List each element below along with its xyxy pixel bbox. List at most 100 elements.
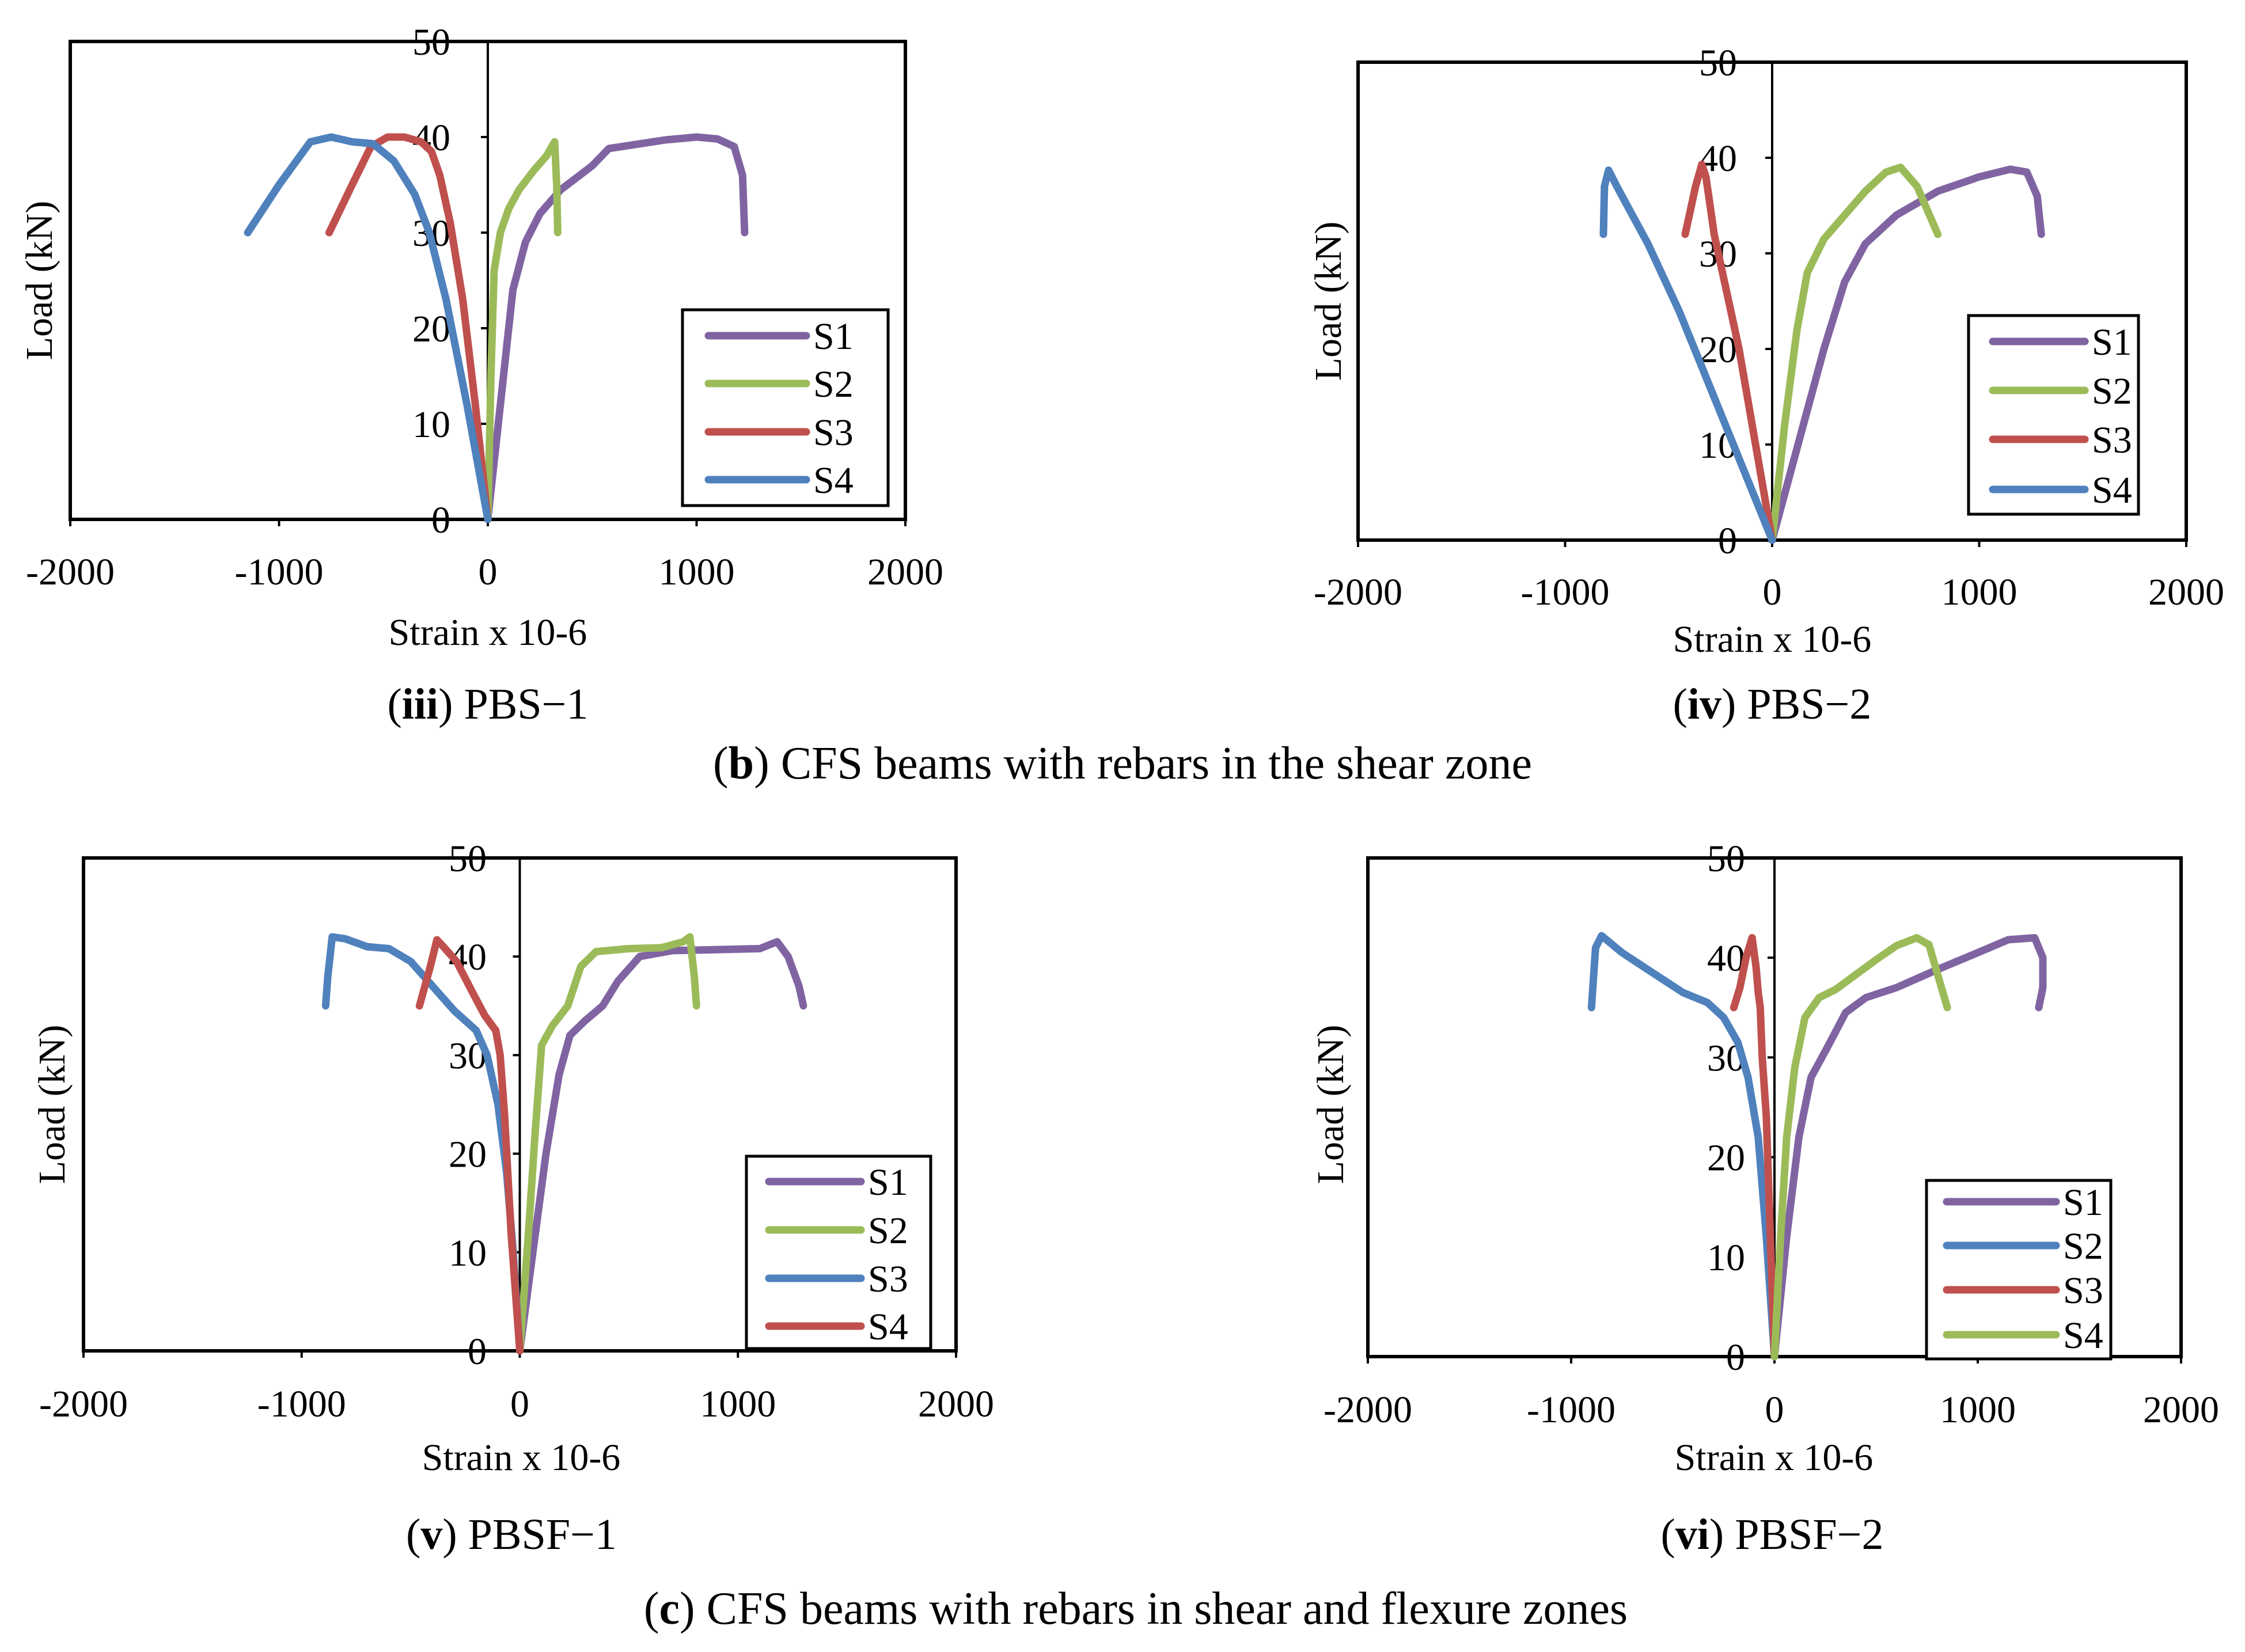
legend-label-s2: S2 <box>868 1210 908 1252</box>
series-line-s4 <box>1770 934 1951 1361</box>
legend-label-s2: S2 <box>813 363 854 405</box>
legend: S1 S2 S3 S4 <box>745 1154 932 1350</box>
panel-caption: (iii) PBS−1 <box>387 680 588 728</box>
group-caption-b-text: CFS beams with rebars in the shear zone <box>769 738 1532 789</box>
y-tick-label: 0 <box>1726 1336 1745 1378</box>
y-tick-label: 10 <box>1707 1237 1745 1279</box>
legend-box <box>681 308 890 507</box>
legend: S1 S2 S3 S4 <box>1925 1179 2113 1361</box>
x-tick-label: 1000 <box>1941 571 2018 613</box>
legend-label-s3: S3 <box>868 1258 908 1300</box>
series-line-s4 <box>244 133 492 523</box>
x-tick-label: 2000 <box>2143 1389 2219 1431</box>
group-caption-b: (b) CFS beams with rebars in the shear z… <box>713 738 1532 789</box>
y-tick-label: 20 <box>1699 329 1737 371</box>
y-tick-label: 20 <box>1707 1137 1745 1179</box>
group-caption-c: (c) CFS beams with rebars in shear and f… <box>644 1583 1628 1634</box>
caption-num: iii <box>402 680 438 728</box>
caption-num: vi <box>1675 1510 1709 1559</box>
x-axis-label: Strain x 10-6 <box>1675 1437 1874 1479</box>
x-tick-label: -1000 <box>1521 571 1610 613</box>
legend-box <box>745 1154 932 1350</box>
x-tick-label: -2000 <box>39 1383 128 1425</box>
series-line-s4 <box>415 936 524 1355</box>
series-line-s1 <box>484 133 749 523</box>
y-tick-label: 0 <box>468 1331 487 1373</box>
series-line-s3 <box>1681 161 1776 544</box>
caption-num: v <box>420 1510 442 1559</box>
y-tick-label: 10 <box>412 404 450 446</box>
x-axis-label: Strain x 10-6 <box>1673 618 1872 660</box>
legend: S1 S2 S3 S4 <box>681 308 890 507</box>
x-tick-label: 1000 <box>1940 1389 2016 1431</box>
y-axis-label: Load (kN) <box>18 201 60 360</box>
series-line-s2 <box>484 138 562 523</box>
series-line-s3 <box>325 133 492 523</box>
y-tick-label: 50 <box>412 21 450 63</box>
x-tick-label: 0 <box>1765 1389 1784 1431</box>
series-line-s2 <box>1768 164 1942 544</box>
legend-box <box>1967 314 2140 516</box>
legend-label-s1: S1 <box>813 316 854 358</box>
legend-label-s3: S3 <box>2063 1270 2103 1312</box>
y-tick-label: 10 <box>449 1232 487 1274</box>
y-tick-label: 40 <box>1707 937 1745 979</box>
y-tick-label: 0 <box>431 499 450 541</box>
y-axis-label: Load (kN) <box>1307 222 1349 381</box>
legend-label-s3: S3 <box>2092 419 2132 461</box>
series-line-s2 <box>1587 932 1778 1361</box>
caption-name: PBSF−1 <box>457 1510 617 1559</box>
group-caption-c-text: CFS beams with rebars in shear and flexu… <box>695 1583 1628 1634</box>
panel-caption: (v) PBSF−1 <box>406 1510 617 1559</box>
series-line-s1 <box>516 938 807 1355</box>
legend-label-s1: S1 <box>868 1161 908 1203</box>
legend-box <box>1925 1179 2113 1361</box>
group-caption-b-letter: b <box>729 738 754 789</box>
y-tick-label: 50 <box>449 838 487 880</box>
legend-label-s1: S1 <box>2063 1182 2103 1224</box>
y-tick-label: 20 <box>412 308 450 350</box>
x-tick-label: 0 <box>510 1383 529 1425</box>
y-tick-label: 50 <box>1707 838 1745 880</box>
caption-name: PBS−1 <box>453 680 588 728</box>
x-tick-label: -1000 <box>257 1383 346 1425</box>
caption-name: PBSF−2 <box>1724 1510 1883 1559</box>
series-line-s1 <box>1770 934 2047 1361</box>
series-line-s3 <box>1730 934 1778 1361</box>
legend-label-s4: S4 <box>868 1306 908 1348</box>
x-tick-label: 0 <box>479 551 498 593</box>
caption-name: PBS−2 <box>1736 680 1871 728</box>
x-tick-label: -1000 <box>235 551 324 593</box>
x-tick-label: 1000 <box>700 1383 776 1425</box>
legend-label-s4: S4 <box>2092 469 2132 511</box>
legend-label-s2: S2 <box>2092 370 2132 412</box>
legend: S1 S2 S3 S4 <box>1967 314 2140 516</box>
x-axis-label: Strain x 10-6 <box>389 612 587 654</box>
legend-label-s1: S1 <box>2092 321 2132 363</box>
x-tick-label: 2000 <box>918 1383 994 1425</box>
x-tick-label: -2000 <box>1314 571 1402 613</box>
legend-label-s4: S4 <box>2063 1315 2103 1357</box>
y-tick-label: 20 <box>449 1134 487 1176</box>
x-tick-label: 2000 <box>2148 571 2224 613</box>
y-axis-label: Load (kN) <box>1310 1025 1352 1184</box>
y-axis-label: Load (kN) <box>31 1025 73 1184</box>
x-tick-label: -2000 <box>1324 1389 1412 1431</box>
series-line-s1 <box>1768 165 2045 544</box>
series-line-s4 <box>1599 166 1776 544</box>
panel-caption: (vi) PBSF−2 <box>1660 1510 1883 1559</box>
group-caption-c-letter: c <box>659 1583 680 1634</box>
y-tick-label: 50 <box>1699 42 1737 84</box>
x-tick-label: 2000 <box>867 551 943 593</box>
legend-label-s2: S2 <box>2063 1225 2103 1267</box>
legend-label-s4: S4 <box>813 459 854 502</box>
